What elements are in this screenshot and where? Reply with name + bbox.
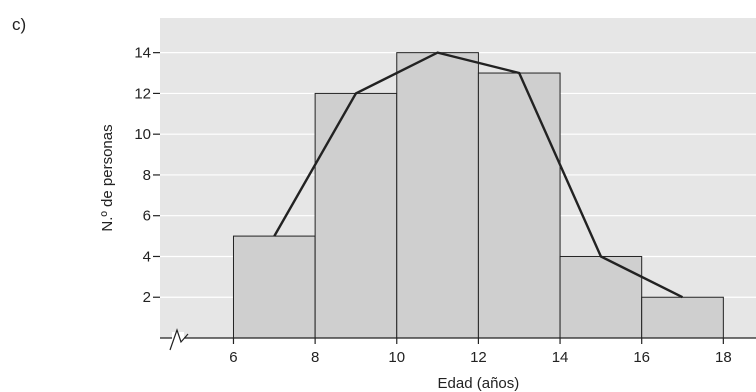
x-tick-label-16: 16: [633, 349, 650, 366]
y-tick-labels: 2 4 6 8 10 12 14: [134, 45, 151, 307]
x-tick-label-6: 6: [229, 349, 237, 366]
bar-10-12: [396, 52, 479, 339]
y-tick-label-6: 6: [143, 208, 151, 225]
bar-6-8: [232, 235, 316, 339]
bar-12-14: [477, 72, 561, 339]
y-tick-label-4: 4: [143, 248, 151, 265]
y-tick-label-12: 12: [134, 85, 151, 102]
x-tick-labels: 6 8 10 12 14 16 18: [229, 349, 731, 366]
y-axis-label: N.º de personas: [99, 124, 116, 231]
y-tick-label-8: 8: [143, 167, 151, 184]
x-tick-label-12: 12: [470, 349, 487, 366]
frequency-polygon-line: [273, 51, 684, 299]
bar-16-18: [641, 296, 724, 339]
x-axis-label: Edad (años): [438, 375, 520, 392]
y-tick-label-14: 14: [134, 45, 151, 62]
panel-label: c): [12, 15, 26, 34]
y-tick-label-2: 2: [143, 289, 151, 306]
x-axis-break-mark: [169, 328, 189, 351]
y-tick-label-10: 10: [134, 126, 151, 143]
x-tick-label-8: 8: [311, 349, 319, 366]
x-tick-label-18: 18: [715, 349, 732, 366]
axes: [153, 52, 756, 351]
x-tick-label-10: 10: [388, 349, 405, 366]
frequency-polygon: [273, 51, 684, 299]
x-tick-label-14: 14: [552, 349, 569, 366]
bar-8-10: [314, 92, 398, 339]
bar-14-16: [559, 255, 643, 339]
